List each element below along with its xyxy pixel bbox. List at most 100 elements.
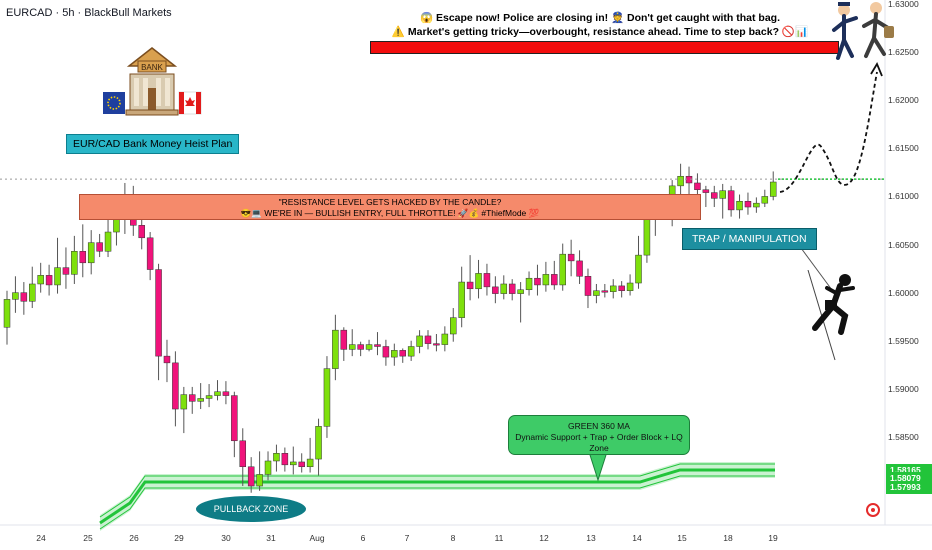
- candle-body: [348, 344, 356, 350]
- ma-callout-title: GREEN 360 MA: [568, 421, 630, 431]
- candle-body: [146, 237, 154, 270]
- target-icon[interactable]: [866, 503, 880, 517]
- candle: [264, 451, 272, 481]
- projection-arrowhead: [870, 62, 883, 77]
- x-tick-label: 13: [586, 533, 596, 543]
- resistance-zone: "RESISTANCE LEVEL GETS HACKED BY THE CAN…: [79, 194, 701, 220]
- candle-body: [29, 283, 36, 302]
- candle: [365, 339, 373, 352]
- candle: [20, 282, 28, 315]
- candle: [188, 386, 196, 414]
- candle-body: [626, 282, 634, 291]
- candle: [433, 334, 440, 352]
- candle-body: [567, 253, 575, 262]
- candle: [517, 282, 524, 323]
- y-tick-label: 1.60000: [888, 287, 919, 298]
- candle-body: [264, 460, 272, 475]
- candle-body: [761, 196, 769, 204]
- candle: [727, 185, 735, 217]
- candle: [348, 329, 356, 357]
- candle: [441, 326, 449, 352]
- x-tick-label: 19: [768, 533, 778, 543]
- chart-overlays: [0, 62, 885, 482]
- candle-body: [315, 426, 322, 460]
- trap-manipulation-label: TRAP / MANIPULATION: [682, 228, 817, 250]
- candle: [466, 255, 474, 301]
- candle: [96, 233, 103, 258]
- candle-body: [138, 225, 145, 239]
- y-tick-label: 1.59500: [888, 335, 919, 346]
- candle: [416, 330, 423, 354]
- warning-text: 😱 Escape now! Police are closing in! 👮 D…: [370, 11, 830, 39]
- candle-body: [475, 273, 482, 290]
- candle-body: [180, 394, 188, 410]
- candle-body: [635, 254, 642, 284]
- trap-pointer-line: [800, 247, 833, 291]
- candle-body: [155, 269, 162, 357]
- pullback-zone-label: PULLBACK ZONE: [196, 496, 306, 522]
- candle: [247, 457, 255, 493]
- candle-body: [727, 190, 735, 211]
- candle-body: [273, 453, 280, 462]
- candle: [281, 447, 289, 472]
- candle-body: [290, 461, 297, 466]
- y-tick-label: 1.62000: [888, 95, 919, 106]
- candle-body: [281, 453, 289, 466]
- candle-body: [702, 189, 710, 193]
- candle: [214, 380, 221, 401]
- candle-body: [365, 344, 373, 350]
- candle-body: [534, 277, 541, 286]
- ma-band-fill: [100, 462, 775, 531]
- candle-body: [584, 276, 592, 296]
- y-tick-label: 1.61500: [888, 143, 919, 154]
- candle: [492, 276, 499, 304]
- x-tick-label: 8: [450, 533, 456, 543]
- candle: [357, 341, 364, 357]
- candle: [551, 260, 558, 290]
- candle-body: [744, 200, 752, 208]
- resistance-line-1: "RESISTANCE LEVEL GETS HACKED BY THE CAN…: [278, 197, 502, 207]
- x-tick-label: 24: [36, 533, 46, 543]
- green-360-ma-band: [99, 462, 775, 531]
- candle: [62, 247, 70, 289]
- candle: [315, 418, 322, 476]
- x-tick-label: 26: [129, 533, 139, 543]
- candle-body: [214, 391, 221, 396]
- candle: [534, 264, 541, 296]
- candle-body: [188, 394, 196, 402]
- ma-line: [99, 468, 775, 525]
- candle-body: [559, 253, 566, 286]
- candle: [458, 266, 465, 328]
- candle-body: [492, 286, 499, 294]
- candle-body: [340, 329, 348, 350]
- candle: [719, 183, 726, 219]
- climbing-thief-icon: [807, 270, 855, 361]
- candle: [702, 185, 710, 208]
- candle: [222, 381, 230, 405]
- candle: [180, 386, 188, 434]
- warning-line-2: ⚠️ Market's getting tricky—overbought, r…: [391, 26, 809, 38]
- candle-body: [71, 251, 78, 275]
- candle-body: [96, 242, 103, 252]
- candle-body: [256, 474, 263, 487]
- candle: [146, 232, 154, 281]
- bank-sign: BANK: [141, 63, 163, 72]
- candle-body: [205, 395, 213, 399]
- candle-body: [441, 333, 449, 345]
- candle: [87, 230, 95, 275]
- candle-body: [3, 299, 11, 328]
- candle-body: [500, 283, 508, 294]
- candle-body: [517, 289, 524, 294]
- candle-body: [391, 350, 398, 358]
- candle: [239, 428, 247, 486]
- candle-body: [769, 181, 777, 197]
- candle-body: [551, 274, 558, 286]
- candle: [256, 451, 263, 491]
- candle-body: [643, 218, 651, 256]
- candle-body: [172, 362, 179, 410]
- symbol-label[interactable]: EURCAD · 5h · BlackBull Markets: [6, 7, 172, 19]
- candle-body: [332, 329, 339, 369]
- y-tick-label: 1.59000: [888, 383, 919, 394]
- candle: [298, 453, 305, 473]
